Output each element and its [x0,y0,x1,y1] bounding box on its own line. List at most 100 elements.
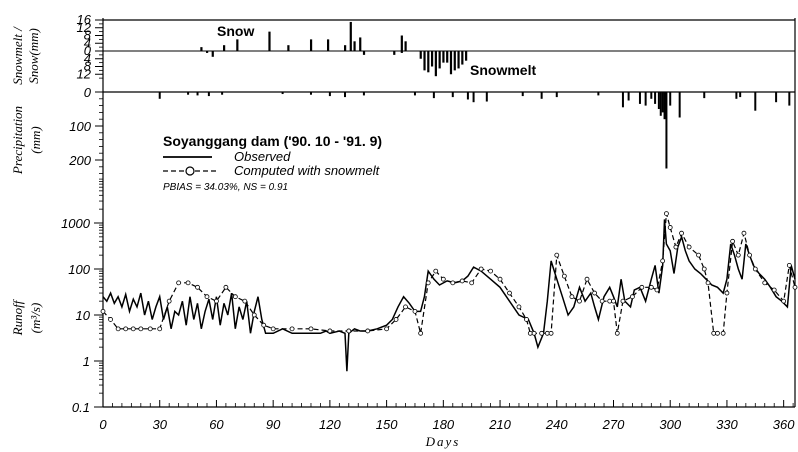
computed-series-point [614,330,620,336]
computed-series-point [792,284,798,290]
computed-series-point [561,273,567,279]
snow-bars [200,21,468,77]
computed-series-point [720,330,726,336]
precip-bar [621,92,624,108]
snow-y-tick-label: 8 [84,59,92,74]
precip-bar [362,92,365,96]
snowmelt-bar [457,51,460,69]
snowmelt-bar [449,51,453,75]
chart-title: Soyanggang dam ('90. 10 - '91. 9) [163,133,382,149]
snow-y-label-line2: Snow(mm) [26,28,41,84]
computed-series-point [138,326,144,332]
computed-series-point [667,225,673,230]
snowmelt-bar [446,51,449,63]
x-tick-label: 60 [209,417,224,432]
computed-series-point [469,280,475,286]
computed-series-point [108,317,113,322]
computed-series-point [478,266,484,272]
snow-bar [344,45,347,51]
precip-bar [158,92,161,99]
precip-bar [661,92,664,113]
computed-series-point [497,276,503,282]
precip-bar [221,92,224,95]
precip-bar [309,92,312,95]
computed-series-point [786,262,792,268]
precip-bar [555,92,558,98]
computed-series-point [554,252,560,258]
computed-series-point [724,290,730,296]
precip-bar [344,92,347,98]
computed-series-point [412,308,418,314]
computed-series-point [735,252,741,258]
precip-bar [466,92,469,100]
computed-series-point [741,230,747,236]
computed-series-point [771,287,777,293]
precip-bar [775,92,778,103]
precip-bar [540,92,543,99]
snow-y-tick-label: 4 [84,51,91,66]
x-tick-label: 120 [319,417,341,432]
computed-series-point [270,326,276,332]
computed-series-point [701,266,707,272]
snow-bar [200,47,203,51]
computed-series-point [747,252,753,258]
precip-bar [413,92,416,96]
computed-series-point [176,280,182,286]
computed-series-point [195,284,200,290]
computed-series-line [102,213,796,334]
computed-series-point [261,322,267,328]
runoff-y-tick-label: 1000 [61,216,91,231]
x-tick-label: 30 [152,417,167,432]
snow-annotation: Snow [217,23,254,39]
computed-series-point [664,211,669,217]
computed-series-point [147,326,153,332]
x-tick-label: 180 [432,417,454,432]
snowmelt-bar [400,51,403,53]
computed-series-point [214,298,219,304]
precip-bar [657,92,660,109]
computed-series-point [629,294,635,300]
precip-bar [754,92,757,111]
computed-series-point [403,304,408,310]
precip-bar [665,92,668,169]
precip-y-tick-label: 100 [69,119,91,134]
precip-bar [659,92,662,116]
x-tick-label: 300 [659,417,681,432]
precip-y-tick-label: 200 [68,153,91,168]
precip-y-ticks: 0 100 200 [68,85,103,175]
snowmelt-bar [453,51,456,71]
legend: Soyanggang dam ('90. 10 - '91. 9) Observ… [163,133,382,193]
snow-bar [236,39,239,51]
precip-bar [328,92,331,97]
computed-series-point [488,268,493,274]
precip-bar [739,92,742,98]
snowmelt-bar [430,51,434,67]
precip-bar [187,92,190,95]
x-tick-label: 0 [99,417,107,432]
precip-y-label-line1: Precipitation [10,106,25,175]
computed-series-point [459,278,465,284]
x-ticks: 0 30 60 90 120 150 180 210 240 270 300 330 360 [99,400,795,432]
computed-series-point [620,298,626,304]
snow-bar [400,35,403,51]
computed-series-point [648,284,654,290]
snow-bar [404,41,407,51]
computed-series-point [393,317,399,322]
computed-series-point [516,304,522,310]
computed-series-point [686,244,692,250]
snowmelt-bar [434,51,437,77]
computed-series-point [251,312,257,318]
snowmelt-bar [465,51,468,61]
computed-series-point [100,308,106,314]
snow-y-tick-label: 0 [84,43,92,58]
snow-y-tick-label: 16 [77,12,92,27]
precip-bars [158,92,791,169]
x-tick-label: 330 [716,417,738,432]
snow-bar [359,37,362,51]
snow-y-tick-label: 12 [77,20,92,35]
runoff-y-ticks: 0.1 1 10 100 1000 [61,178,103,415]
snow-bar [287,45,290,51]
